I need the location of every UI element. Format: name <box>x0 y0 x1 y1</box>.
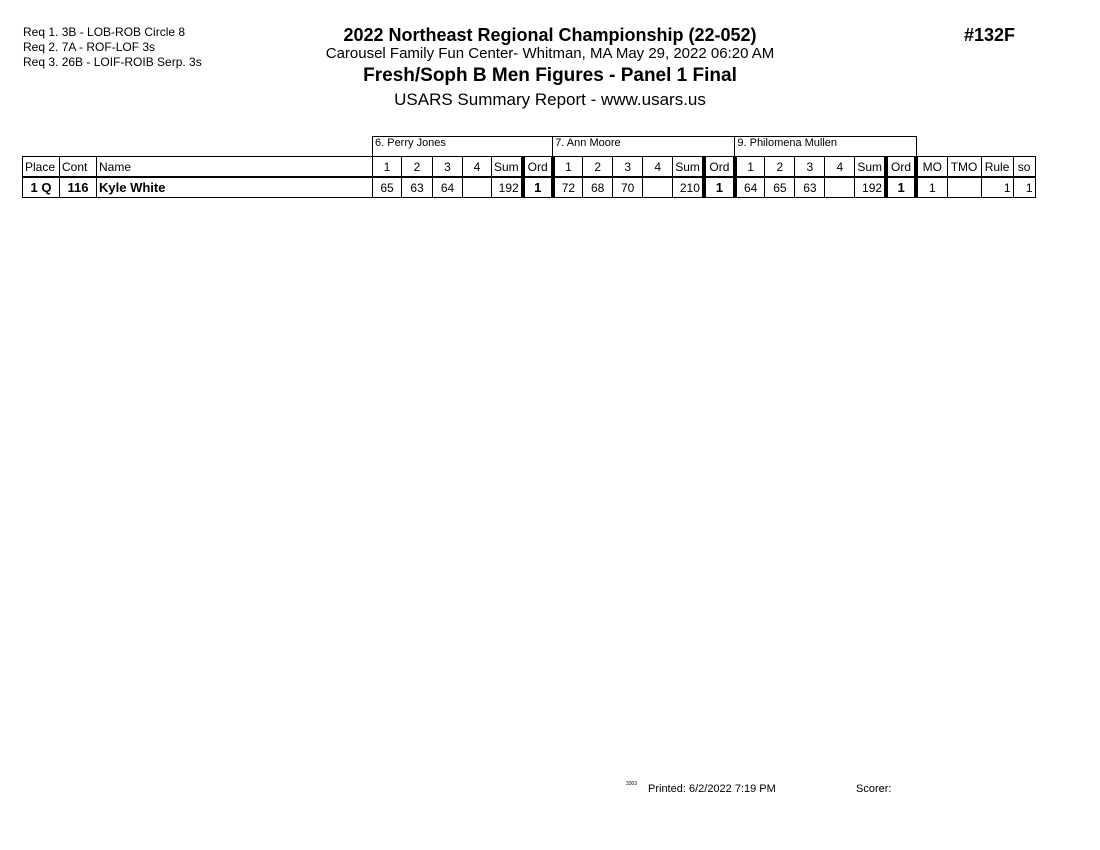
judge-row: 6. Perry Jones 7. Ann Moore 9. Philomena… <box>23 136 1036 157</box>
scorer-label: Scorer: <box>856 783 892 795</box>
score-3-cell: 64 <box>432 176 463 198</box>
column-header-row: Place Cont Name 1 2 3 4 Sum Ord 1 2 3 4 Sum Ord 1 2 3 4 Sum… <box>22 156 1036 178</box>
score-4-cell <box>462 176 492 198</box>
score-2-cell: 68 <box>582 176 614 198</box>
requirement-3: Req 3. 26B - LOIF-ROIB Serp. 3s <box>23 55 202 69</box>
header-figure-2: 2 <box>764 156 796 178</box>
requirements-list: Req 1. 3B - LOB-ROB Circle 8 Req 2. 7A -… <box>23 25 202 70</box>
sum-cell: 210 <box>672 176 705 198</box>
score-1-cell: 64 <box>732 176 766 198</box>
header-figure-4: 4 <box>824 156 856 178</box>
header-so: so <box>1012 156 1036 178</box>
event-title: Fresh/Soph B Men Figures - Panel 1 Final <box>363 65 737 86</box>
mo-cell: 1 <box>914 176 948 198</box>
event-number: #132F <box>964 25 1016 45</box>
sum-cell: 192 <box>854 176 887 198</box>
ord-cell: 1 <box>520 176 554 198</box>
header-sum: Sum <box>672 156 705 178</box>
score-2-cell: 63 <box>401 176 433 198</box>
score-4-cell <box>824 176 856 198</box>
score-1-cell: 72 <box>550 176 584 198</box>
printed-date: Printed: 6/2/2022 7:19 PM <box>648 783 776 795</box>
header-rule: Rule <box>980 156 1014 178</box>
header-mo: MO <box>914 156 948 178</box>
header-figure-4: 4 <box>462 156 492 178</box>
header-name: Name <box>96 156 373 178</box>
header-figure-3: 3 <box>794 156 826 178</box>
header-place: Place <box>22 156 60 178</box>
header-figure-4: 4 <box>642 156 674 178</box>
score-3-cell: 63 <box>794 176 826 198</box>
cont-cell: 116 <box>59 176 97 198</box>
tmo-cell <box>946 176 982 198</box>
header-figure-1: 1 <box>372 156 402 178</box>
place-cell: 1 Q <box>22 176 60 198</box>
header-figure-1: 1 <box>550 156 584 178</box>
requirement-2: Req 2. 7A - ROF-LOF 3s <box>23 40 156 54</box>
header-figure-3: 3 <box>612 156 644 178</box>
score-3-cell: 70 <box>612 176 644 198</box>
name-cell: Kyle White <box>96 176 373 198</box>
results-table: 6. Perry Jones 7. Ann Moore 9. Philomena… <box>22 136 1036 198</box>
score-4-cell <box>642 176 674 198</box>
header-figure-2: 2 <box>401 156 433 178</box>
judge-1-name: 6. Perry Jones <box>371 136 554 157</box>
judge-2-name: 7. Ann Moore <box>552 136 736 157</box>
header-sum: Sum <box>854 156 887 178</box>
header-sum: Sum <box>490 156 524 178</box>
header-ord: Ord <box>884 156 917 178</box>
header-ord: Ord <box>701 156 736 178</box>
sum-cell: 192 <box>490 176 524 198</box>
score-2-cell: 65 <box>764 176 796 198</box>
table-row: 1 Q 116 Kyle White 65 63 64 192 1 72 68 70 210 1 64 65… <box>22 176 1036 198</box>
ord-cell: 1 <box>884 176 917 198</box>
location-date: Carousel Family Fun Center- Whitman, MA … <box>325 45 775 62</box>
header-figure-2: 2 <box>582 156 614 178</box>
score-1-cell: 65 <box>372 176 402 198</box>
report-title: USARS Summary Report - www.usars.us <box>394 90 706 109</box>
judge-3-name: 9. Philomena Mullen <box>734 136 917 157</box>
so-cell: 1 <box>1012 176 1036 198</box>
header-tmo: TMO <box>946 156 982 178</box>
ord-cell: 1 <box>701 176 736 198</box>
requirement-1: Req 1. 3B - LOB-ROB Circle 8 <box>23 25 186 39</box>
header-figure-1: 1 <box>732 156 766 178</box>
competition-title: 2022 Northeast Regional Championship (22… <box>343 25 757 45</box>
header-cont: Cont <box>59 156 97 178</box>
version-mark: 3303 <box>626 781 638 787</box>
header-ord: Ord <box>520 156 554 178</box>
header-figure-3: 3 <box>432 156 463 178</box>
rule-cell: 1 <box>980 176 1014 198</box>
